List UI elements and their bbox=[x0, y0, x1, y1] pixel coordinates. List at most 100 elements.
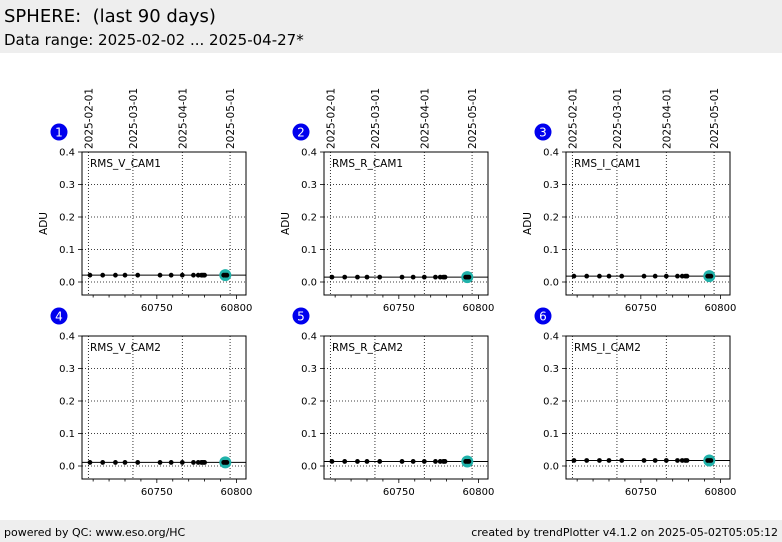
data-point bbox=[100, 272, 106, 278]
x-tick-label: 60800 bbox=[221, 303, 253, 314]
date-tick-label: 2025-04-01 bbox=[177, 88, 189, 149]
plot-frame bbox=[81, 335, 247, 480]
data-point bbox=[168, 272, 174, 278]
panel-number-badge bbox=[50, 123, 68, 141]
data-point bbox=[466, 459, 472, 464]
y-tick-label: 0.3 bbox=[543, 180, 559, 191]
data-point bbox=[708, 458, 714, 463]
y-tick-label: 0.2 bbox=[301, 213, 317, 224]
y-tick-label: 0.4 bbox=[543, 148, 559, 159]
data-point bbox=[597, 458, 602, 463]
date-tick-label: 2025-05-01 bbox=[467, 88, 479, 149]
x-tick-label: 60750 bbox=[141, 487, 173, 498]
y-tick-label: 0.4 bbox=[543, 332, 559, 343]
series-label: RMS_V_CAM1 bbox=[90, 158, 161, 170]
chart-panel-3: 2025-02-01 2025-03-01 2025-04-01 2025-05-01… bbox=[522, 88, 736, 314]
data-point bbox=[329, 274, 335, 280]
y-tick-label: 0.0 bbox=[301, 278, 317, 289]
data-point bbox=[433, 274, 438, 280]
data-point bbox=[421, 459, 427, 464]
data-point bbox=[113, 460, 118, 465]
x-tick-label: 60750 bbox=[625, 303, 657, 314]
y-tick-label: 0.2 bbox=[543, 397, 559, 408]
data-point bbox=[329, 459, 335, 464]
panel-number-badge bbox=[534, 123, 552, 141]
data-point bbox=[421, 274, 427, 280]
data-point bbox=[157, 460, 163, 465]
data-point bbox=[584, 458, 590, 463]
y-tick-label: 0.2 bbox=[301, 397, 317, 408]
footer-created: created by trendPlotter v4.1.2 on 2025-0… bbox=[471, 526, 778, 539]
plot-frame bbox=[323, 335, 489, 480]
date-tick-label: 2025-02-01 bbox=[83, 88, 95, 149]
data-point bbox=[377, 459, 383, 464]
chart-panel-1: 2025-02-01 2025-03-01 2025-04-01 2025-05-01… bbox=[38, 88, 252, 314]
y-tick-label: 0.4 bbox=[301, 148, 317, 159]
page-title: SPHERE: (last 90 days) bbox=[4, 6, 216, 27]
data-point bbox=[663, 458, 669, 463]
panel-number-label: 5 bbox=[297, 310, 305, 324]
plot-frame bbox=[323, 151, 489, 296]
y-tick-label: 0.0 bbox=[59, 462, 75, 473]
y-tick-label: 0.2 bbox=[59, 397, 75, 408]
data-point bbox=[442, 274, 448, 280]
y-tick-label: 0.2 bbox=[59, 213, 75, 224]
x-tick-label: 60800 bbox=[705, 487, 737, 498]
data-point bbox=[113, 272, 118, 278]
panel-number-badge bbox=[50, 307, 68, 325]
series-label: RMS_I_CAM1 bbox=[574, 158, 641, 170]
y-axis-label: ADU bbox=[280, 212, 292, 235]
date-tick-label: 2025-03-01 bbox=[128, 88, 140, 149]
data-point bbox=[191, 460, 196, 465]
date-tick-label: 2025-03-01 bbox=[612, 88, 624, 149]
x-tick-label: 60800 bbox=[705, 303, 737, 314]
y-tick-label: 0.1 bbox=[543, 245, 559, 256]
y-tick-label: 0.0 bbox=[543, 462, 559, 473]
chart-panel-6: 0.0 0.1 0.2 0.3 0.4 60750 60800 RMS_I_CAM2 6 bbox=[534, 307, 737, 498]
data-point bbox=[364, 274, 370, 280]
series-label: RMS_I_CAM2 bbox=[574, 342, 641, 354]
y-tick-label: 0.4 bbox=[301, 332, 317, 343]
data-point bbox=[377, 274, 383, 280]
data-point bbox=[100, 460, 106, 465]
data-point bbox=[652, 273, 658, 279]
data-point bbox=[663, 273, 669, 279]
data-point bbox=[202, 272, 208, 278]
panel-number-badge bbox=[534, 307, 552, 325]
plot-frame bbox=[565, 151, 731, 296]
data-point bbox=[122, 272, 128, 278]
data-point bbox=[684, 273, 690, 279]
chart-panel-4: 0.0 0.1 0.2 0.3 0.4 60750 60800 RMS_V_CAM2 4 bbox=[50, 307, 253, 498]
data-point bbox=[606, 458, 612, 463]
y-tick-label: 0.1 bbox=[59, 429, 75, 440]
y-tick-label: 0.3 bbox=[59, 180, 75, 191]
plot-frame bbox=[81, 151, 247, 296]
y-axis-label: ADU bbox=[522, 212, 534, 235]
data-point bbox=[606, 273, 612, 279]
data-point bbox=[157, 272, 163, 278]
data-point bbox=[675, 273, 680, 279]
x-tick-label: 60800 bbox=[221, 487, 253, 498]
data-point bbox=[641, 273, 647, 279]
data-point bbox=[571, 273, 577, 279]
data-point bbox=[433, 459, 438, 464]
data-point bbox=[571, 458, 577, 463]
data-point bbox=[224, 460, 230, 465]
data-point bbox=[122, 460, 128, 465]
data-point bbox=[135, 272, 141, 278]
data-point bbox=[584, 273, 590, 279]
y-tick-label: 0.1 bbox=[301, 245, 317, 256]
data-point bbox=[202, 460, 208, 465]
data-point bbox=[342, 274, 348, 280]
data-point bbox=[442, 459, 448, 464]
y-tick-label: 0.4 bbox=[59, 332, 75, 343]
data-point bbox=[191, 272, 196, 278]
data-point bbox=[684, 458, 690, 463]
data-point bbox=[179, 460, 185, 465]
data-point bbox=[87, 460, 93, 465]
y-tick-label: 0.0 bbox=[543, 278, 559, 289]
date-tick-label: 2025-04-01 bbox=[419, 88, 431, 149]
data-point bbox=[652, 458, 658, 463]
data-point bbox=[355, 459, 360, 464]
